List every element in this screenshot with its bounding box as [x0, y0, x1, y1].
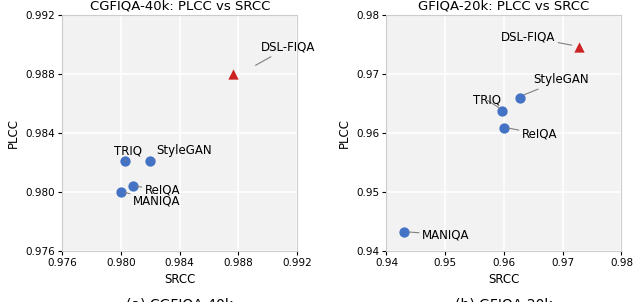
Y-axis label: PLCC: PLCC — [338, 118, 351, 148]
Point — [120, 159, 131, 163]
Point — [116, 189, 126, 194]
Point — [573, 45, 584, 50]
Title: CGFIQA-40k: PLCC vs SRCC: CGFIQA-40k: PLCC vs SRCC — [90, 0, 270, 13]
X-axis label: SRCC: SRCC — [164, 273, 195, 286]
Title: GFIQA-20k: PLCC vs SRCC: GFIQA-20k: PLCC vs SRCC — [419, 0, 589, 13]
Text: ReIQA: ReIQA — [509, 127, 557, 140]
Text: TRIQ: TRIQ — [474, 94, 502, 108]
Text: (b) GFIQA-20k: (b) GFIQA-20k — [455, 298, 553, 302]
Point — [499, 126, 509, 130]
Point — [515, 95, 525, 100]
Point — [497, 108, 507, 113]
Point — [227, 72, 237, 76]
Point — [127, 183, 138, 188]
Point — [145, 159, 156, 163]
Text: StyleGAN: StyleGAN — [154, 144, 212, 160]
Text: MANIQA: MANIQA — [409, 228, 469, 241]
Text: StyleGAN: StyleGAN — [524, 73, 589, 95]
Text: TRIQ: TRIQ — [114, 144, 141, 161]
Text: DSL-FIQA: DSL-FIQA — [501, 31, 572, 45]
Y-axis label: PLCC: PLCC — [7, 118, 20, 148]
Text: (a) CGFIQA-40k: (a) CGFIQA-40k — [126, 298, 233, 302]
Text: MANIQA: MANIQA — [125, 192, 180, 207]
Text: DSL-FIQA: DSL-FIQA — [255, 41, 315, 65]
Point — [399, 230, 409, 234]
Text: ReIQA: ReIQA — [137, 184, 180, 197]
X-axis label: SRCC: SRCC — [488, 273, 520, 286]
